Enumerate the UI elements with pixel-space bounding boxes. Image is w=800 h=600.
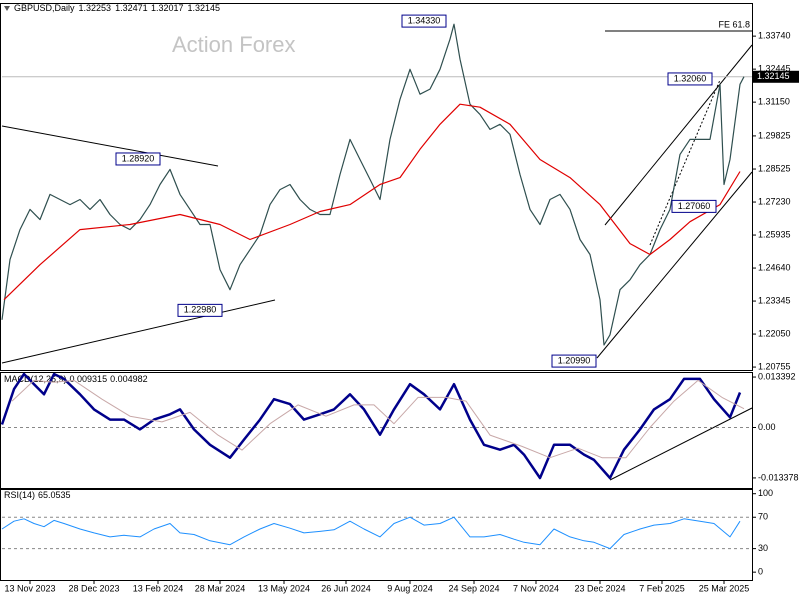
y-tick-label: -0.013378 [758,472,799,482]
y-tick-label: 1.27230 [758,196,791,206]
x-tick-label: 28 Mar 2024 [195,583,246,593]
last-price-label: 1.32145 [757,71,790,81]
y-tick-label: 1.20755 [758,361,791,371]
last-price-box [753,70,799,83]
label-box [671,199,717,213]
label-box [401,14,447,28]
x-tick-label: 26 Jun 2024 [321,583,371,593]
label-box [551,354,597,368]
signal-value: 0.004982 [110,374,148,384]
series-line [1,516,741,550]
rsi-panel [0,489,753,581]
y-tick-label: 0.00 [758,422,776,432]
x-tick-label: 13 Nov 2023 [4,583,55,593]
x-tick-label: 28 Dec 2023 [68,583,119,593]
channel-upper [604,44,753,226]
price-annotation: 1.34330 [408,15,441,25]
y-tick-label: 1.29825 [758,130,791,140]
open: 1.32253 [79,3,112,13]
y-tick-label: 1.32445 [758,64,791,74]
series-line [0,372,742,480]
y-tick-label: 70 [758,512,768,522]
rsi-header: RSI(14) 65.0535 [4,490,71,500]
x-tick-label: 7 Feb 2025 [639,583,685,593]
y-tick-label: 0 [758,567,763,577]
macd-header: MACD(12,26,9) 0.009315 0.004982 [4,374,148,384]
x-tick-label: 9 Aug 2024 [387,583,433,593]
macd-panel [0,372,753,489]
y-tick-label: 30 [758,543,768,553]
series-line [3,103,741,301]
y-tick-label: 1.25935 [758,229,791,239]
series-line [1,23,745,346]
y-tick-label: 1.22050 [758,328,791,338]
price-panel [0,3,753,371]
trendlines [1,30,753,481]
macd-title: MACD(12,26,9) [4,374,67,384]
y-tick-label: 100 [758,488,773,498]
x-tick-label: 24 Sep 2024 [448,583,499,593]
label-box [667,72,713,86]
x-tick-label: 25 Mar 2025 [699,583,750,593]
macd-trendline [609,407,753,481]
price-annotation: 1.28920 [122,153,155,163]
series-line [11,379,745,459]
y-tick-label: 1.31150 [758,97,790,107]
y-tick-label: 1.23345 [758,295,791,305]
projection-line [649,79,721,246]
y-tick-label: 0.013392 [758,371,796,381]
price-annotation: 1.27060 [678,201,711,211]
y-tick-label: 1.33740 [758,31,791,41]
symbol-icon [4,6,10,11]
high: 1.32471 [115,3,148,13]
rsi-value: 65.0535 [38,490,71,500]
trendline [1,125,219,167]
channel-lower [596,171,753,359]
close: 1.32145 [187,3,220,13]
label-box [177,303,223,317]
x-tick-label: 23 Dec 2024 [574,583,625,593]
fe-label: FE 61.8 [718,19,750,29]
y-tick-label: 1.24640 [758,262,791,272]
price-annotation: 1.22980 [184,305,217,315]
x-tick-label: 13 May 2024 [258,583,310,593]
y-tick-label: 1.28525 [758,163,791,173]
price-annotation: 1.32060 [674,73,707,83]
price-annotation: 1.20990 [558,355,591,365]
label-box [115,152,161,166]
x-tick-label: 7 Nov 2024 [513,583,559,593]
symbol: GBPUSD,Daily [14,3,75,13]
low: 1.32017 [151,3,184,13]
x-tick-label: 13 Feb 2024 [133,583,184,593]
watermark: Action Forex [172,32,296,57]
macd-value: 0.009315 [70,374,108,384]
rsi-title: RSI(14) [4,490,35,500]
trendline [1,299,276,364]
chart-header: GBPUSD,Daily 1.32253 1.32471 1.32017 1.32145 [14,3,220,13]
